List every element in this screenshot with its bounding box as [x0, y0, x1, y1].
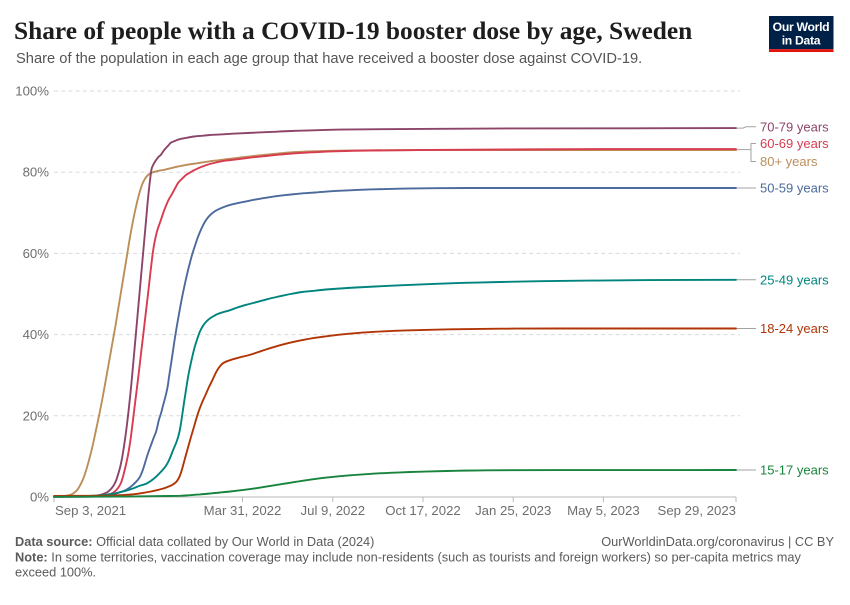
svg-text:Mar 31, 2022: Mar 31, 2022	[204, 503, 282, 518]
svg-text:Data source: Official data col: Data source: Official data collated by O…	[15, 534, 374, 549]
svg-text:25-49 years: 25-49 years	[760, 273, 829, 288]
svg-text:in Data: in Data	[782, 34, 821, 48]
svg-text:0%: 0%	[30, 490, 49, 505]
svg-text:15-17 years: 15-17 years	[760, 463, 829, 478]
svg-text:May 5, 2023: May 5, 2023	[567, 503, 640, 518]
svg-text:Our World: Our World	[773, 20, 830, 34]
svg-text:OurWorldinData.org/coronavirus: OurWorldinData.org/coronavirus | CC BY	[601, 534, 834, 549]
svg-text:Share of the population in eac: Share of the population in each age grou…	[16, 51, 642, 67]
svg-text:60%: 60%	[23, 246, 50, 261]
svg-text:70-79 years: 70-79 years	[760, 119, 829, 134]
svg-text:Note: In some territories, vac: Note: In some territories, vaccination c…	[15, 550, 802, 565]
svg-text:20%: 20%	[23, 408, 50, 423]
svg-text:Sep 3, 2021: Sep 3, 2021	[55, 503, 126, 518]
svg-text:Jul 9, 2022: Jul 9, 2022	[301, 503, 366, 518]
svg-text:Jan 25, 2023: Jan 25, 2023	[475, 503, 551, 518]
svg-text:Share of people with a COVID-1: Share of people with a COVID-19 booster …	[14, 17, 692, 45]
svg-text:exceed 100%.: exceed 100%.	[15, 565, 96, 580]
svg-text:100%: 100%	[15, 84, 49, 99]
svg-text:80+ years: 80+ years	[760, 154, 818, 169]
svg-text:18-24 years: 18-24 years	[760, 321, 829, 336]
svg-text:50-59 years: 50-59 years	[760, 181, 829, 196]
svg-text:Sep 29, 2023: Sep 29, 2023	[658, 503, 736, 518]
svg-text:60-69 years: 60-69 years	[760, 136, 829, 151]
svg-text:Oct 17, 2022: Oct 17, 2022	[385, 503, 461, 518]
svg-text:40%: 40%	[23, 327, 50, 342]
svg-text:80%: 80%	[23, 165, 50, 180]
